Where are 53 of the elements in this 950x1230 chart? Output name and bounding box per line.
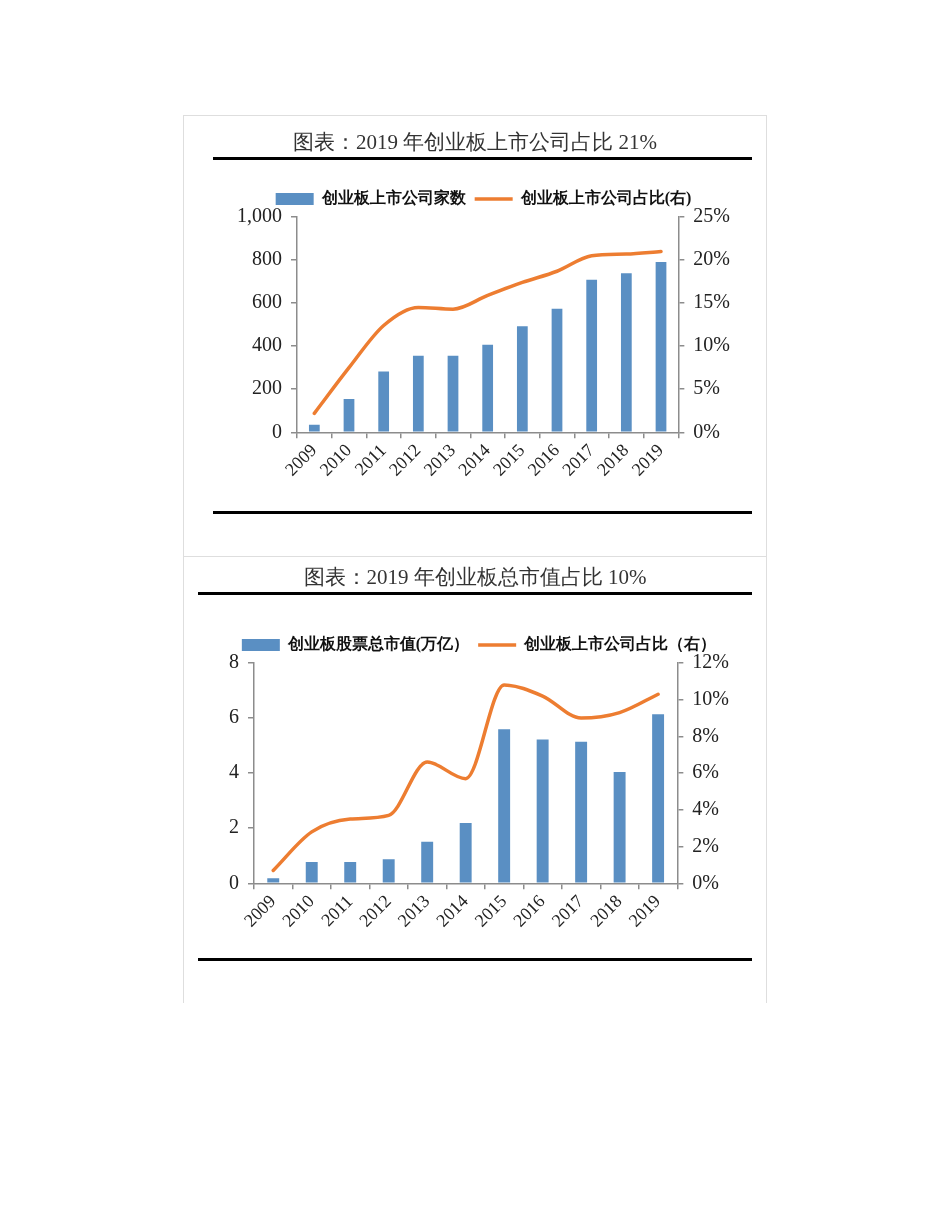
bar	[620, 273, 632, 432]
y-tick-label: 400	[252, 333, 282, 356]
y-tick-label: 200	[252, 376, 282, 399]
bar	[412, 355, 424, 432]
y-tick-label: 1,000	[237, 204, 282, 227]
bar	[267, 878, 280, 883]
bar	[482, 344, 494, 432]
bar	[447, 355, 459, 432]
y2-tick-label: 20%	[693, 247, 731, 270]
bar	[343, 398, 355, 432]
legend-label: 创业板上市公司占比（右）	[523, 635, 717, 654]
bar	[655, 261, 667, 432]
bar	[613, 772, 626, 883]
y-tick-label: 0	[229, 870, 239, 893]
y-tick-label: 4	[229, 760, 239, 783]
line-series	[271, 683, 660, 873]
bar	[421, 841, 434, 883]
line-series	[312, 249, 663, 416]
y2-tick-label: 0%	[693, 419, 721, 442]
chart-title: 图表：2019 年创业板上市公司占比 21%	[292, 129, 658, 156]
bar	[652, 714, 665, 883]
y-tick-label: 6	[229, 705, 239, 728]
y-tick-label: 800	[252, 247, 282, 270]
legend-label: 创业板上市公司家数	[320, 188, 467, 207]
y2-tick-label: 4%	[692, 797, 720, 820]
bar	[344, 862, 357, 883]
y2-tick-label: 8%	[692, 723, 720, 746]
legend-label: 创业板股票总市值(万亿）	[286, 635, 470, 654]
bar	[378, 371, 390, 432]
legend-label: 创业板上市公司占比(右)	[519, 189, 692, 208]
y-tick-label: 600	[252, 290, 282, 313]
y2-tick-label: 5%	[693, 376, 721, 399]
bar	[305, 862, 318, 883]
bar	[551, 308, 563, 432]
y2-tick-label: 2%	[692, 833, 720, 856]
bar	[459, 822, 472, 883]
y2-tick-label: 0%	[692, 870, 720, 893]
y2-tick-label: 6%	[692, 760, 720, 783]
y2-tick-label: 10%	[692, 686, 730, 709]
y2-tick-label: 10%	[693, 333, 731, 356]
y2-tick-label: 15%	[693, 290, 731, 313]
bar	[382, 859, 395, 883]
y-tick-label: 2	[229, 815, 239, 838]
bar	[575, 741, 588, 883]
bar	[516, 326, 528, 432]
bar	[586, 279, 598, 432]
chart-title: 图表：2019 年创业板总市值占比 10%	[302, 564, 648, 591]
bar	[536, 739, 549, 883]
bar	[498, 729, 511, 883]
y2-tick-label: 25%	[693, 204, 731, 227]
bar	[308, 424, 320, 432]
y-tick-label: 0	[272, 419, 282, 442]
y-tick-label: 8	[229, 650, 239, 673]
